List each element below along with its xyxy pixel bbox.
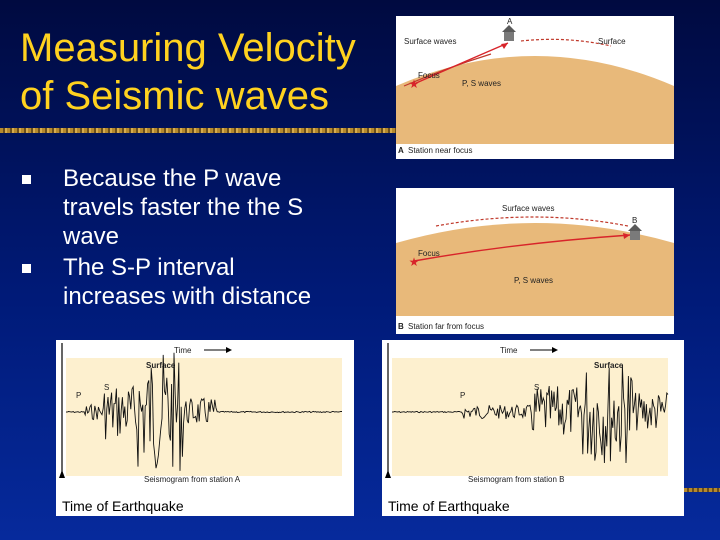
earth-crust-shape — [396, 56, 674, 144]
time-arrowhead-icon — [226, 347, 232, 353]
station-roof-icon — [628, 224, 642, 231]
earthquake-marker-arrow-icon — [385, 470, 391, 478]
seismogram-a-graphic: Time Surface P S Seismogram from station… — [59, 343, 343, 484]
bullet-item-2: The S-P interval increases with distance — [20, 253, 380, 311]
slide-title-line-1: Measuring Velocity — [20, 26, 356, 70]
footer-divider — [684, 488, 720, 492]
diagram-station-near-focus: ★ A Surface waves Surface Focus P, S wav… — [396, 16, 674, 159]
diagram-station-far-from-focus: ★ B Surface waves Focus P, S waves B Sta… — [396, 188, 674, 334]
label-ps-waves-b: P, S waves — [514, 276, 553, 285]
bullet-1-line-1: Because the P wave — [63, 165, 282, 192]
label-surface-b: Surface — [594, 361, 624, 370]
earthquake-marker-arrow-icon — [59, 470, 65, 478]
time-arrowhead-icon — [552, 347, 558, 353]
bullet-1-line-3: wave — [63, 223, 120, 250]
seismogram-b-graphic: Time Surface P S Seismogram from station… — [385, 343, 669, 484]
bullet-2-line-2: increases with distance — [63, 283, 312, 310]
label-time-b: Time — [500, 346, 518, 355]
seismogram-trace-b — [391, 365, 669, 464]
surface-wave-right — [520, 38, 612, 47]
caption-station-near-focus: Station near focus — [408, 146, 472, 155]
caption-seismogram-b: Seismogram from station B — [468, 475, 564, 484]
label-s-wave-b: S — [534, 383, 539, 392]
title-divider — [0, 128, 400, 133]
caption-letter-b: B — [398, 322, 404, 331]
station-roof-icon — [502, 25, 516, 32]
label-ps-waves-a: P, S waves — [462, 79, 501, 88]
seismogram-station-b: Time Surface P S Seismogram from station… — [382, 340, 684, 516]
label-surface-waves-a: Surface waves — [404, 37, 456, 46]
bullet-item-1: Because the P wave travels faster the th… — [20, 164, 380, 251]
label-focus-b: Focus — [418, 249, 440, 258]
label-surface-a: Surface — [146, 361, 176, 370]
focus-star-icon: ★ — [409, 77, 420, 91]
slide-title-line-2: of Seismic waves — [20, 74, 329, 118]
bullet-2-line-1: The S-P interval — [63, 254, 235, 281]
label-p-wave-a: P — [76, 391, 81, 400]
footer-time-of-earthquake-b: Time of Earthquake — [388, 498, 510, 514]
diagram-b-graphic: ★ B Surface waves Focus P, S waves B Sta… — [396, 204, 674, 331]
ps-wave-arrowhead — [623, 233, 630, 239]
label-surface-a: Surface — [598, 37, 626, 46]
caption-letter-a: A — [398, 146, 404, 155]
seismogram-paper — [66, 358, 342, 476]
slide-title: Measuring Velocity of Seismic waves — [20, 24, 400, 120]
station-letter-b: B — [632, 216, 637, 225]
bullet-list: Because the P wave travels faster the th… — [20, 164, 380, 313]
label-s-wave-a: S — [104, 383, 109, 392]
diagram-a-graphic: ★ A Surface waves Surface Focus P, S wav… — [396, 17, 674, 155]
ps-wave-path — [413, 234, 631, 262]
square-bullet-icon — [22, 175, 31, 184]
bullet-1-line-2: travels faster the the S — [63, 194, 304, 221]
ps-wave-arrowhead — [501, 43, 508, 49]
label-surface-waves-b: Surface waves — [502, 204, 554, 213]
seismogram-trace-a — [65, 352, 343, 471]
focus-star-icon: ★ — [409, 255, 420, 269]
label-focus-a: Focus — [418, 71, 440, 80]
label-p-wave-b: P — [460, 391, 465, 400]
label-time-a: Time — [174, 346, 192, 355]
earth-crust-shape — [396, 223, 674, 316]
seismogram-station-a: Time Surface P S Seismogram from station… — [56, 340, 354, 516]
seismograph-station-icon — [630, 230, 640, 240]
caption-station-far-from-focus: Station far from focus — [408, 322, 484, 331]
ps-wave-path — [413, 42, 509, 85]
seismograph-station-icon — [504, 31, 514, 41]
square-bullet-icon — [22, 264, 31, 273]
caption-seismogram-a: Seismogram from station A — [144, 475, 241, 484]
station-letter-a: A — [507, 17, 513, 26]
footer-time-of-earthquake-a: Time of Earthquake — [62, 498, 184, 514]
surface-wave-path — [435, 216, 629, 227]
